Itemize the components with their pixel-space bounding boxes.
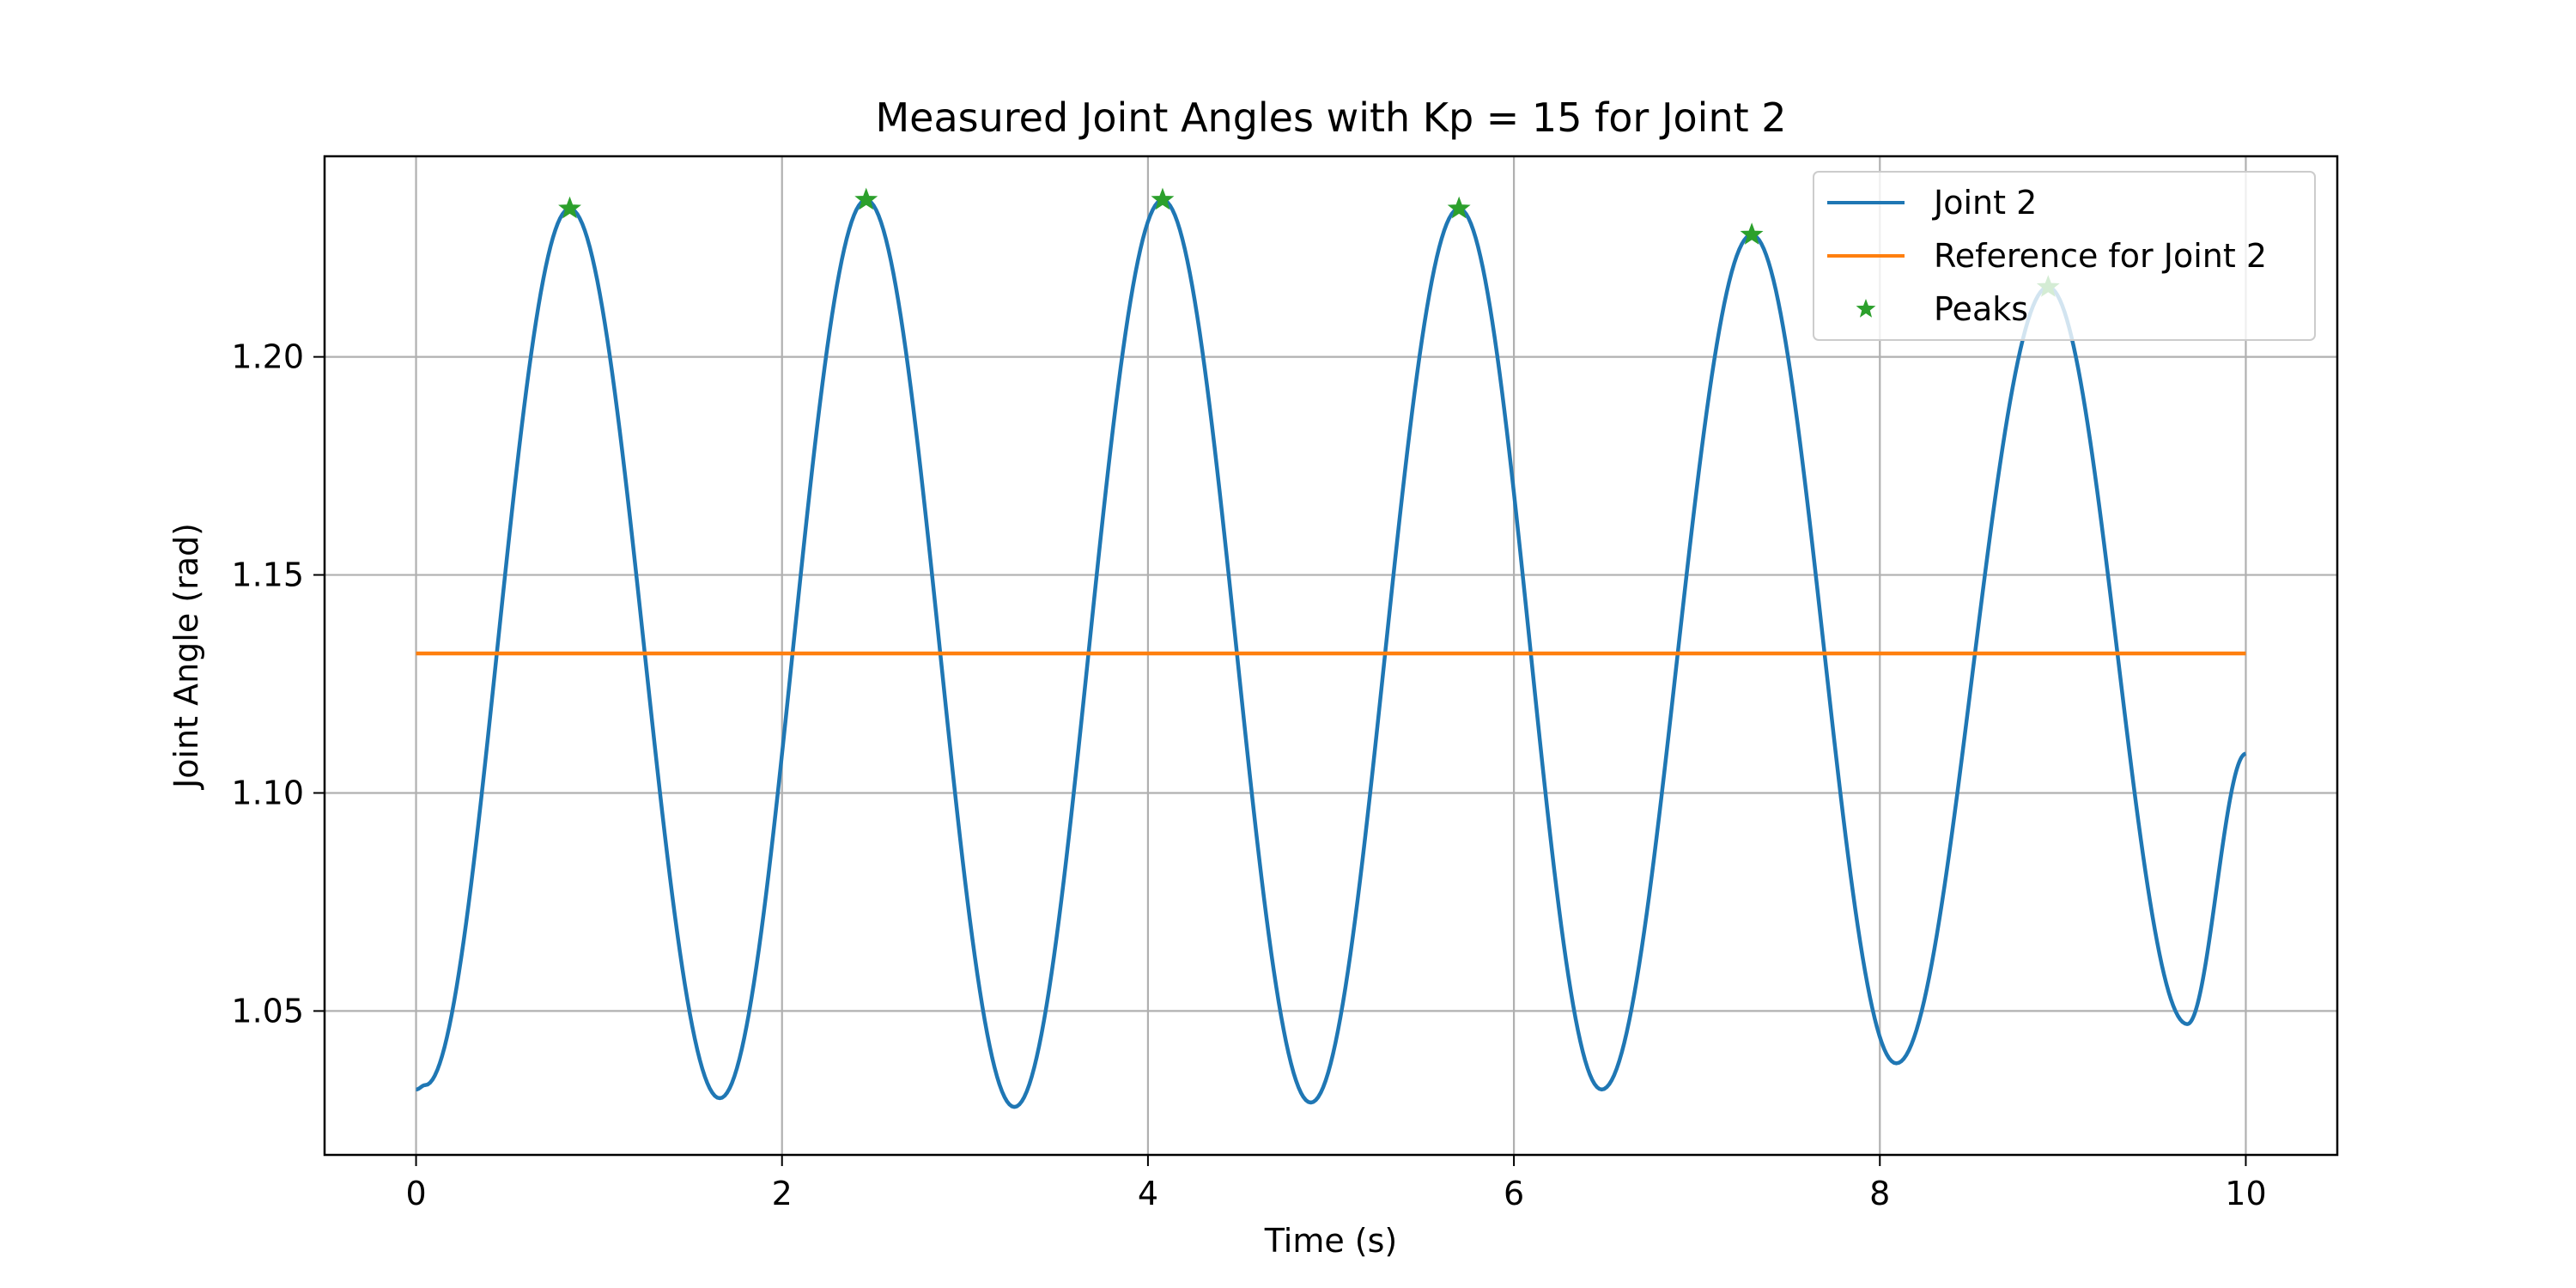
y-axis-label: Joint Angle (rad) [167, 523, 205, 790]
peak-marker [1447, 196, 1471, 219]
series-joint-2-line [414, 197, 2247, 1109]
x-tick-label: 4 [1138, 1175, 1158, 1212]
x-tick-label: 8 [1869, 1175, 1890, 1212]
ticks: 0 2 4 6 8 10 1.05 1.10 1.15 1.20 [231, 338, 2266, 1212]
x-tick-label: 10 [2225, 1175, 2266, 1212]
y-tick-label: 1.05 [231, 992, 304, 1030]
x-axis-label: Time (s) [1264, 1222, 1398, 1260]
y-tick-label: 1.10 [231, 774, 304, 811]
legend-box [1813, 171, 2316, 341]
legend-swatch-peaks-star [1856, 299, 1876, 318]
y-tick-label: 1.20 [231, 338, 304, 376]
peak-marker [1151, 187, 1175, 210]
x-tick-label: 0 [405, 1175, 426, 1212]
chart-title: Measured Joint Angles with Kp = 15 for J… [875, 94, 1786, 141]
legend-label-reference: Reference for Joint 2 [1934, 237, 2267, 275]
peak-marker [1740, 222, 1764, 245]
y-tick-label: 1.15 [231, 556, 304, 594]
legend-label-peaks: Peaks [1934, 290, 2028, 328]
x-tick-label: 2 [772, 1175, 793, 1212]
x-tick-label: 6 [1504, 1175, 1524, 1212]
axes-frame [323, 155, 2339, 1157]
legend-label-joint-2: Joint 2 [1932, 184, 2037, 222]
peak-marker [854, 187, 878, 210]
legend: Joint 2 Reference for Joint 2 Peaks [1813, 171, 2316, 341]
peak-marker [558, 196, 581, 219]
